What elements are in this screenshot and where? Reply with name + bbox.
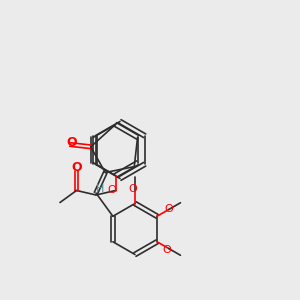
Text: O: O [71,160,82,174]
Text: O: O [164,204,173,214]
Text: O: O [66,136,77,149]
Text: H: H [96,184,105,194]
Text: O: O [107,185,116,195]
Text: O: O [128,184,137,194]
Text: O: O [163,245,172,255]
